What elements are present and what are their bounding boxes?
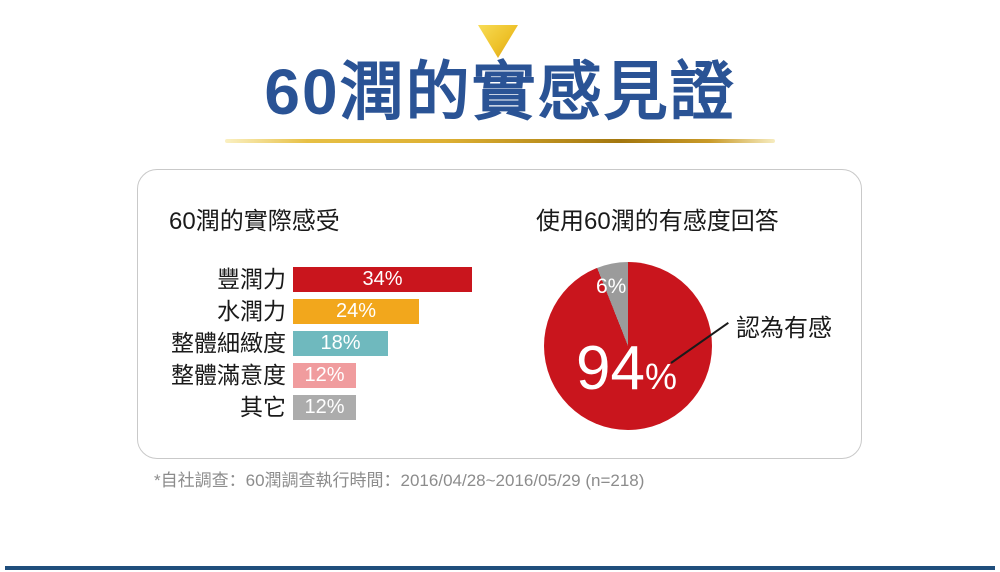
pie-major-value: 94 (576, 334, 645, 403)
pie-minor-slice-label: 6% (596, 275, 627, 298)
bar-category-label: 整體細緻度 (171, 330, 286, 356)
bar-value-label: 12% (304, 396, 345, 418)
gold-divider (225, 139, 775, 143)
bar-overall-satisfaction: 12% (293, 363, 356, 388)
bar-value-label: 34% (362, 268, 403, 290)
bar-overall-fineness: 18% (293, 331, 388, 356)
bar-hydration: 24% (293, 299, 419, 324)
bar-value-label: 18% (320, 332, 361, 354)
pie-annotation: 認為有感 (736, 315, 832, 342)
bar-row: 水潤力 24% (163, 299, 472, 324)
bar-category-label: 其它 (240, 394, 286, 420)
pie-chart: 6% 94% (544, 262, 712, 430)
bar-other: 12% (293, 395, 356, 420)
bar-category-label: 整體滿意度 (171, 362, 286, 388)
bottom-divider (5, 566, 995, 570)
bar-value-label: 12% (304, 364, 345, 386)
survey-results-card: 60潤的實際感受 豐潤力 34% 水潤力 24% 整體細緻度 18% (137, 169, 862, 459)
bar-value-label: 24% (335, 300, 377, 322)
bar-category-label: 豐潤力 (217, 266, 286, 292)
bar-category-label: 水潤力 (217, 298, 286, 324)
bar-row: 豐潤力 34% (163, 267, 472, 292)
survey-footnote: *自社調查：60潤調查執行時間：2016/04/28~2016/05/29 (n… (154, 471, 645, 490)
pie-major-slice-label: 94% (576, 338, 677, 408)
bar-chart: 豐潤力 34% 水潤力 24% 整體細緻度 18% 整體滿意度 (163, 267, 472, 427)
bar-fullness: 34% (293, 267, 472, 292)
bar-row: 其它 12% (163, 395, 472, 420)
bar-chart-title: 60潤的實際感受 (169, 208, 340, 235)
pie-chart-title: 使用60潤的有感度回答 (536, 208, 779, 235)
bar-row: 整體滿意度 12% (163, 363, 472, 388)
bar-row: 整體細緻度 18% (163, 331, 472, 356)
page-title: 60潤的實感見證 (264, 56, 736, 128)
